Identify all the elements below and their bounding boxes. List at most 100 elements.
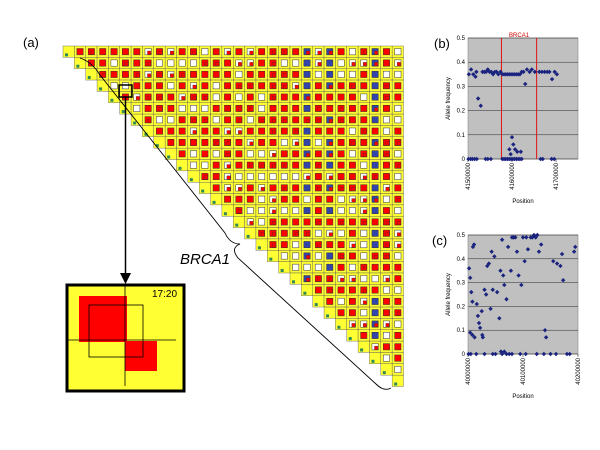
inset-red-square-upper [79,296,127,342]
data-point [489,249,494,254]
heatmap-cell-submark [351,187,356,191]
heatmap-cell-submark [351,141,356,146]
heatmap-cell-mark [212,173,220,180]
region-label: BRCA1 [509,33,530,39]
heatmap-cell-submark [169,73,174,78]
data-point [475,313,481,319]
y-axis-label: Allele frequency [446,77,452,120]
heatmap-cell-mark [337,286,345,294]
heatmap-cell-mark [326,252,334,260]
heatmap-cell-mark [235,150,243,158]
heatmap-cell-mark [383,116,390,124]
heatmap-cell-mark [258,195,266,203]
data-point [532,69,538,75]
data-point [502,282,507,288]
heatmap-cell-submark [135,96,140,101]
heatmap-cell-submark [340,221,345,225]
heatmap-cell-submark [272,221,276,225]
heatmap-cell-submark [340,118,345,123]
heatmap-cell-mark [246,173,254,180]
data-point [536,249,542,254]
heatmap-cell-mark [178,82,186,90]
heatmap-cell-submark [328,152,333,157]
heatmap-cell-mark [337,127,345,135]
y-tick-label: 0.2 [457,109,466,115]
heatmap-cell-mark [371,127,379,135]
heatmap-cell-mark [269,105,277,112]
data-point [548,351,553,357]
heatmap-cell-submark [272,96,276,101]
heatmap-cell-mark [371,309,379,317]
heatmap-cell-mark [314,252,322,260]
heatmap-cell-submark [396,243,401,248]
heatmap-cell-submark [101,73,106,78]
heatmap-cell-submark [226,107,231,112]
heatmap-cell-submark [226,50,231,55]
heatmap-cell-submark [238,118,242,123]
heatmap-cell-mark [280,150,288,158]
heatmap-cell-submark [260,232,265,237]
heatmap-cell-mark [314,195,322,203]
data-point [492,254,497,259]
heatmap-cell-mark [201,105,209,112]
heatmap-cell-mark [383,263,390,271]
heatmap-diagonal-marker [87,76,91,80]
heatmap-cell-submark [124,62,129,66]
heatmap-cell-mark [371,82,379,90]
heatmap-cell-submark [340,187,345,191]
heatmap-cell-mark [360,139,368,146]
heatmap-cell-submark [204,62,208,66]
heatmap-cell-submark [328,175,333,180]
heatmap-cell-submark [340,277,345,282]
heatmap-cell-mark [246,195,254,203]
heatmap-cell-submark [238,84,242,89]
heatmap-cell [278,261,291,274]
heatmap-cell-mark [303,241,311,249]
heatmap-cell-submark [385,84,390,89]
heatmap-cell-mark [156,82,163,90]
heatmap-cell-submark [272,152,276,157]
heatmap-cell-mark [383,173,390,180]
heatmap-cell-mark [280,252,288,260]
heatmap-cell-mark [360,184,368,192]
heatmap-cell-submark [249,84,254,89]
heatmap-cell-submark [317,243,322,248]
heatmap-cell-submark [385,255,390,259]
heatmap-cell [62,45,75,58]
data-point [553,351,559,357]
data-point [483,292,489,297]
heatmap-cell-submark [374,345,379,350]
heatmap-cell-mark [314,263,322,271]
heatmap-cell-submark [362,130,367,135]
heatmap-cell-submark [340,107,345,112]
heatmap-cell-mark [383,332,390,339]
data-point [486,261,492,266]
heatmap-cell-submark [272,243,276,248]
heatmap-cell-mark [360,275,368,283]
heatmap-cell-mark [349,297,356,305]
heatmap-cell-mark [383,195,390,203]
heatmap-cell-mark [326,105,334,112]
data-point [502,349,507,354]
data-point [468,351,473,357]
heatmap-cell-submark [385,141,390,146]
heatmap-cell-submark [181,73,186,78]
data-point [509,135,515,140]
heatmap-cell-mark [292,161,300,169]
heatmap-cell-mark [167,105,175,112]
panel-c-label: (c) [432,233,447,248]
heatmap-cell-submark [374,141,379,146]
data-point [523,351,528,357]
heatmap-diagonal-marker [326,314,330,318]
heatmap-cell-mark [235,195,243,203]
heatmap-cell-mark [167,59,175,67]
data-point [496,72,501,77]
heatmap-cell-mark [360,309,368,317]
heatmap-cell-mark [110,48,118,56]
heatmap-cell-mark [280,139,288,146]
data-point [474,351,479,357]
heatmap-cell-submark [272,50,276,55]
heatmap-cell-submark [147,62,152,66]
heatmap-cell-mark [326,161,334,169]
